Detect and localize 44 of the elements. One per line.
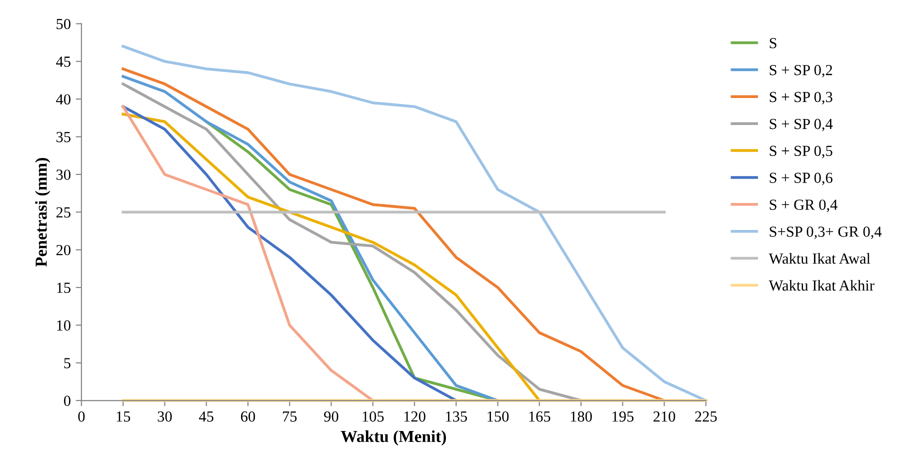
legend-label: S+SP 0,3+ GR 0,4 (770, 226, 882, 240)
y-tick-label: 40 (56, 94, 70, 105)
y-tick-label: 45 (56, 56, 70, 67)
x-tick-label: 60 (240, 411, 256, 422)
x-tick-label: 45 (199, 411, 214, 422)
y-tick-label: 30 (56, 170, 70, 180)
x-tick-label: 180 (570, 411, 592, 422)
legend-label: S + SP 0,5 (770, 146, 832, 158)
y-tick-label: 0 (64, 396, 70, 406)
line-series (122, 82, 582, 402)
x-tick-label: 210 (653, 411, 676, 422)
y-tick-label: 20 (56, 244, 70, 256)
y-tick-label: 10 (57, 320, 70, 331)
y-tick-label: 50 (56, 18, 70, 30)
y-tick-label: 15 (57, 282, 70, 293)
y-tick-label: 35 (56, 132, 70, 142)
line-series (122, 105, 458, 402)
x-tick-label: 105 (362, 411, 384, 422)
legend-label: Waktu Ikat Awal (768, 253, 870, 264)
legend-label: Waktu Ikat Akhir (768, 280, 874, 291)
line-series (122, 75, 500, 402)
legend-label: S (770, 38, 776, 48)
x-tick-label: 15 (116, 411, 130, 422)
x-tick-label: 225 (695, 411, 717, 422)
x-tick-label: 165 (529, 411, 550, 422)
legend-label: S + SP 0,2 (770, 64, 832, 78)
x-tick-label: 195 (612, 411, 634, 422)
line-series (122, 112, 541, 402)
y-tick-label: 5 (64, 358, 70, 368)
legend-label: S + SP 0,3 (770, 92, 832, 104)
x-tick-label: 0 (78, 411, 85, 422)
x-tick-label: 135 (446, 411, 467, 422)
x-axis-title: Waktu (Menit) (340, 430, 446, 446)
x-tick-label: 90 (324, 411, 338, 422)
legend-label: S + SP 0,4 (770, 118, 833, 132)
y-tick-label: 25 (56, 207, 70, 218)
x-tick-label: 150 (488, 411, 509, 422)
legend-label: S + GR 0,4 (770, 200, 838, 212)
legend-label: S + SP 0,6 (770, 172, 832, 186)
x-tick-label: 75 (282, 412, 297, 422)
y-axis-title: Penetrasi (mm) (35, 158, 50, 267)
x-tick-label: 30 (158, 411, 172, 422)
x-tick-label: 120 (404, 411, 426, 422)
line-series (122, 105, 374, 402)
